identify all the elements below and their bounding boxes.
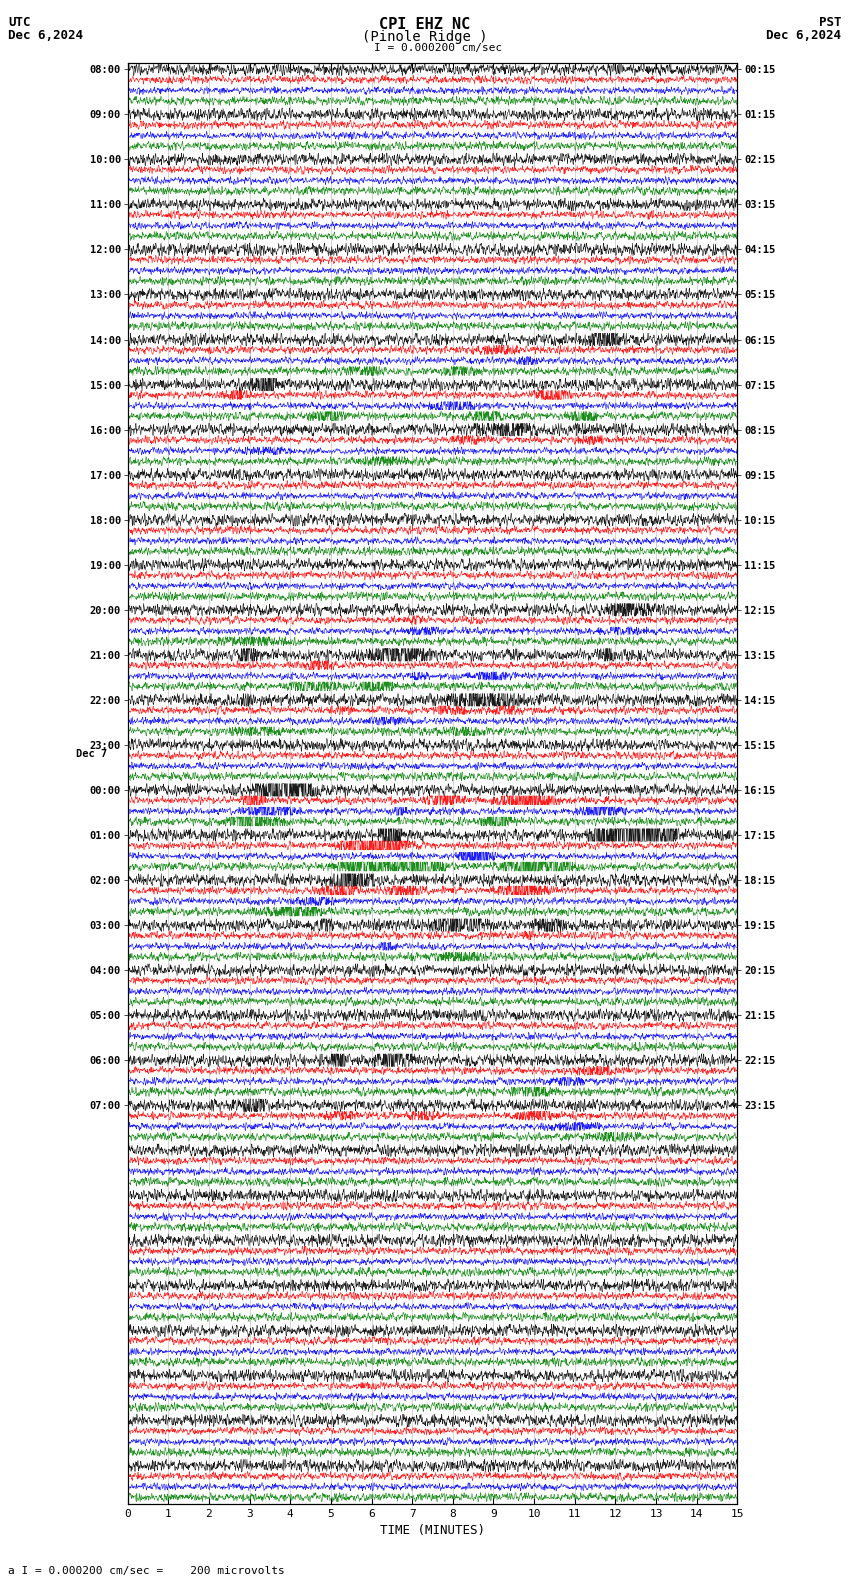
- Text: Dec 6,2024: Dec 6,2024: [767, 29, 842, 41]
- X-axis label: TIME (MINUTES): TIME (MINUTES): [380, 1524, 485, 1538]
- Text: PST: PST: [819, 16, 842, 29]
- Text: (Pinole Ridge ): (Pinole Ridge ): [362, 30, 488, 44]
- Text: UTC: UTC: [8, 16, 31, 29]
- Text: I = 0.000200 cm/sec: I = 0.000200 cm/sec: [374, 43, 502, 52]
- Text: a I = 0.000200 cm/sec =    200 microvolts: a I = 0.000200 cm/sec = 200 microvolts: [8, 1567, 286, 1576]
- Text: Dec 7: Dec 7: [76, 749, 107, 759]
- Text: Dec 6,2024: Dec 6,2024: [8, 29, 83, 41]
- Text: CPI EHZ NC: CPI EHZ NC: [379, 17, 471, 32]
